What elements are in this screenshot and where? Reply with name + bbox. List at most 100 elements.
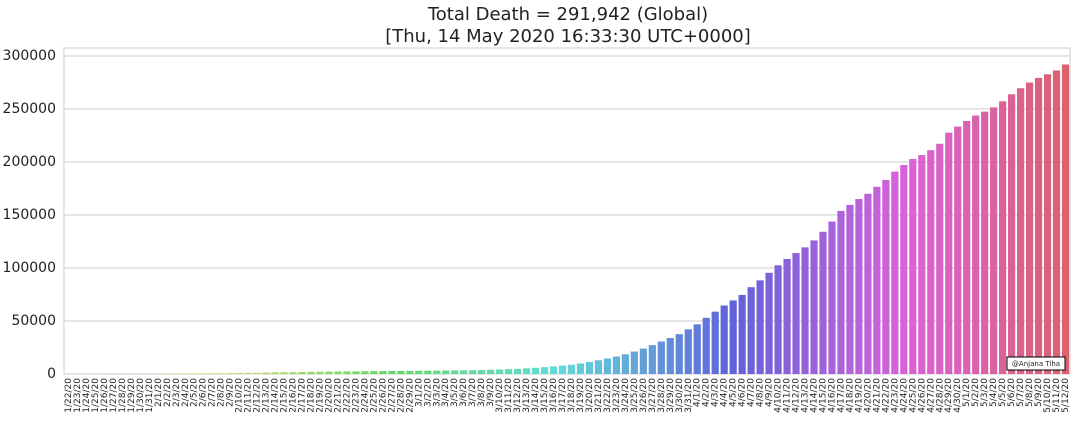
bar — [1044, 74, 1051, 374]
y-tick-label: 200000 — [3, 154, 56, 170]
bar — [819, 232, 826, 374]
bar — [783, 259, 790, 374]
bar — [523, 368, 530, 374]
bar — [927, 150, 934, 374]
bar — [343, 371, 350, 374]
y-tick-label: 100000 — [3, 260, 56, 276]
bar — [334, 372, 341, 374]
bar — [945, 133, 952, 374]
bar — [936, 144, 943, 374]
bar — [406, 371, 413, 374]
bar — [667, 338, 674, 374]
bar — [191, 373, 198, 374]
bar — [757, 280, 764, 374]
y-tick-label: 50000 — [11, 313, 56, 329]
bar — [559, 366, 566, 374]
bar — [451, 370, 458, 374]
bar — [613, 357, 620, 374]
bar — [963, 121, 970, 374]
bar — [801, 247, 808, 374]
bar — [541, 367, 548, 374]
bar — [891, 172, 898, 374]
bar — [298, 372, 305, 374]
bar — [954, 127, 961, 374]
y-tick-label: 250000 — [3, 101, 56, 117]
bar — [1035, 78, 1042, 374]
bar — [873, 187, 880, 374]
chart-subtitle: [Thu, 14 May 2020 16:33:30 UTC+0000] — [385, 26, 751, 47]
bar — [316, 372, 323, 374]
bar — [855, 199, 862, 374]
bar — [263, 373, 270, 374]
bar — [766, 273, 773, 374]
bar — [882, 180, 889, 374]
bar — [577, 364, 584, 374]
bar — [721, 306, 728, 374]
bar — [846, 205, 853, 374]
bar — [685, 329, 692, 374]
bar — [918, 155, 925, 374]
bar — [397, 371, 404, 374]
bar — [828, 222, 835, 374]
bar — [586, 362, 593, 374]
bar — [370, 371, 377, 374]
bar — [658, 342, 665, 374]
bar — [271, 372, 278, 374]
bar — [442, 371, 449, 374]
bar — [415, 371, 422, 374]
bar — [792, 253, 799, 374]
y-tick-label: 150000 — [3, 207, 56, 223]
bar — [837, 211, 844, 374]
bar — [990, 107, 997, 374]
bar — [388, 371, 395, 374]
bar — [289, 372, 296, 374]
bar — [254, 373, 261, 374]
bar — [900, 165, 907, 374]
bar — [622, 354, 629, 374]
bar — [972, 116, 979, 374]
bar — [505, 369, 512, 374]
bar — [227, 373, 234, 374]
chart-title: Total Death = 291,942 (Global) — [427, 4, 708, 25]
bar — [999, 101, 1006, 374]
watermark: @Anjana Tiha — [1012, 360, 1060, 368]
bar — [568, 365, 575, 374]
bar — [361, 371, 368, 374]
bar — [1026, 83, 1033, 374]
bar — [1062, 64, 1069, 374]
bar — [200, 373, 207, 374]
bar — [182, 373, 189, 374]
bar — [1053, 70, 1060, 374]
bar — [352, 371, 359, 374]
bar — [460, 370, 467, 374]
bar — [730, 300, 737, 374]
bar — [478, 370, 485, 374]
bar — [209, 373, 216, 374]
bar — [604, 358, 611, 374]
bar — [487, 370, 494, 374]
bar — [748, 287, 755, 374]
bar — [1008, 94, 1015, 374]
y-tick-label: 0 — [47, 366, 56, 382]
bar — [550, 366, 557, 374]
bar — [676, 334, 683, 374]
bar — [631, 352, 638, 374]
bar — [218, 373, 225, 374]
bar — [469, 370, 476, 374]
bar — [307, 372, 314, 374]
bar — [909, 159, 916, 374]
bar — [280, 372, 287, 374]
bar — [433, 371, 440, 374]
bar — [245, 373, 252, 374]
bar — [703, 318, 710, 374]
bar — [864, 194, 871, 374]
bar — [496, 369, 503, 374]
bar — [694, 324, 701, 374]
bar — [379, 371, 386, 374]
bar — [640, 349, 647, 374]
bar — [595, 360, 602, 374]
bar — [810, 240, 817, 374]
bar — [739, 295, 746, 374]
bar — [981, 112, 988, 374]
